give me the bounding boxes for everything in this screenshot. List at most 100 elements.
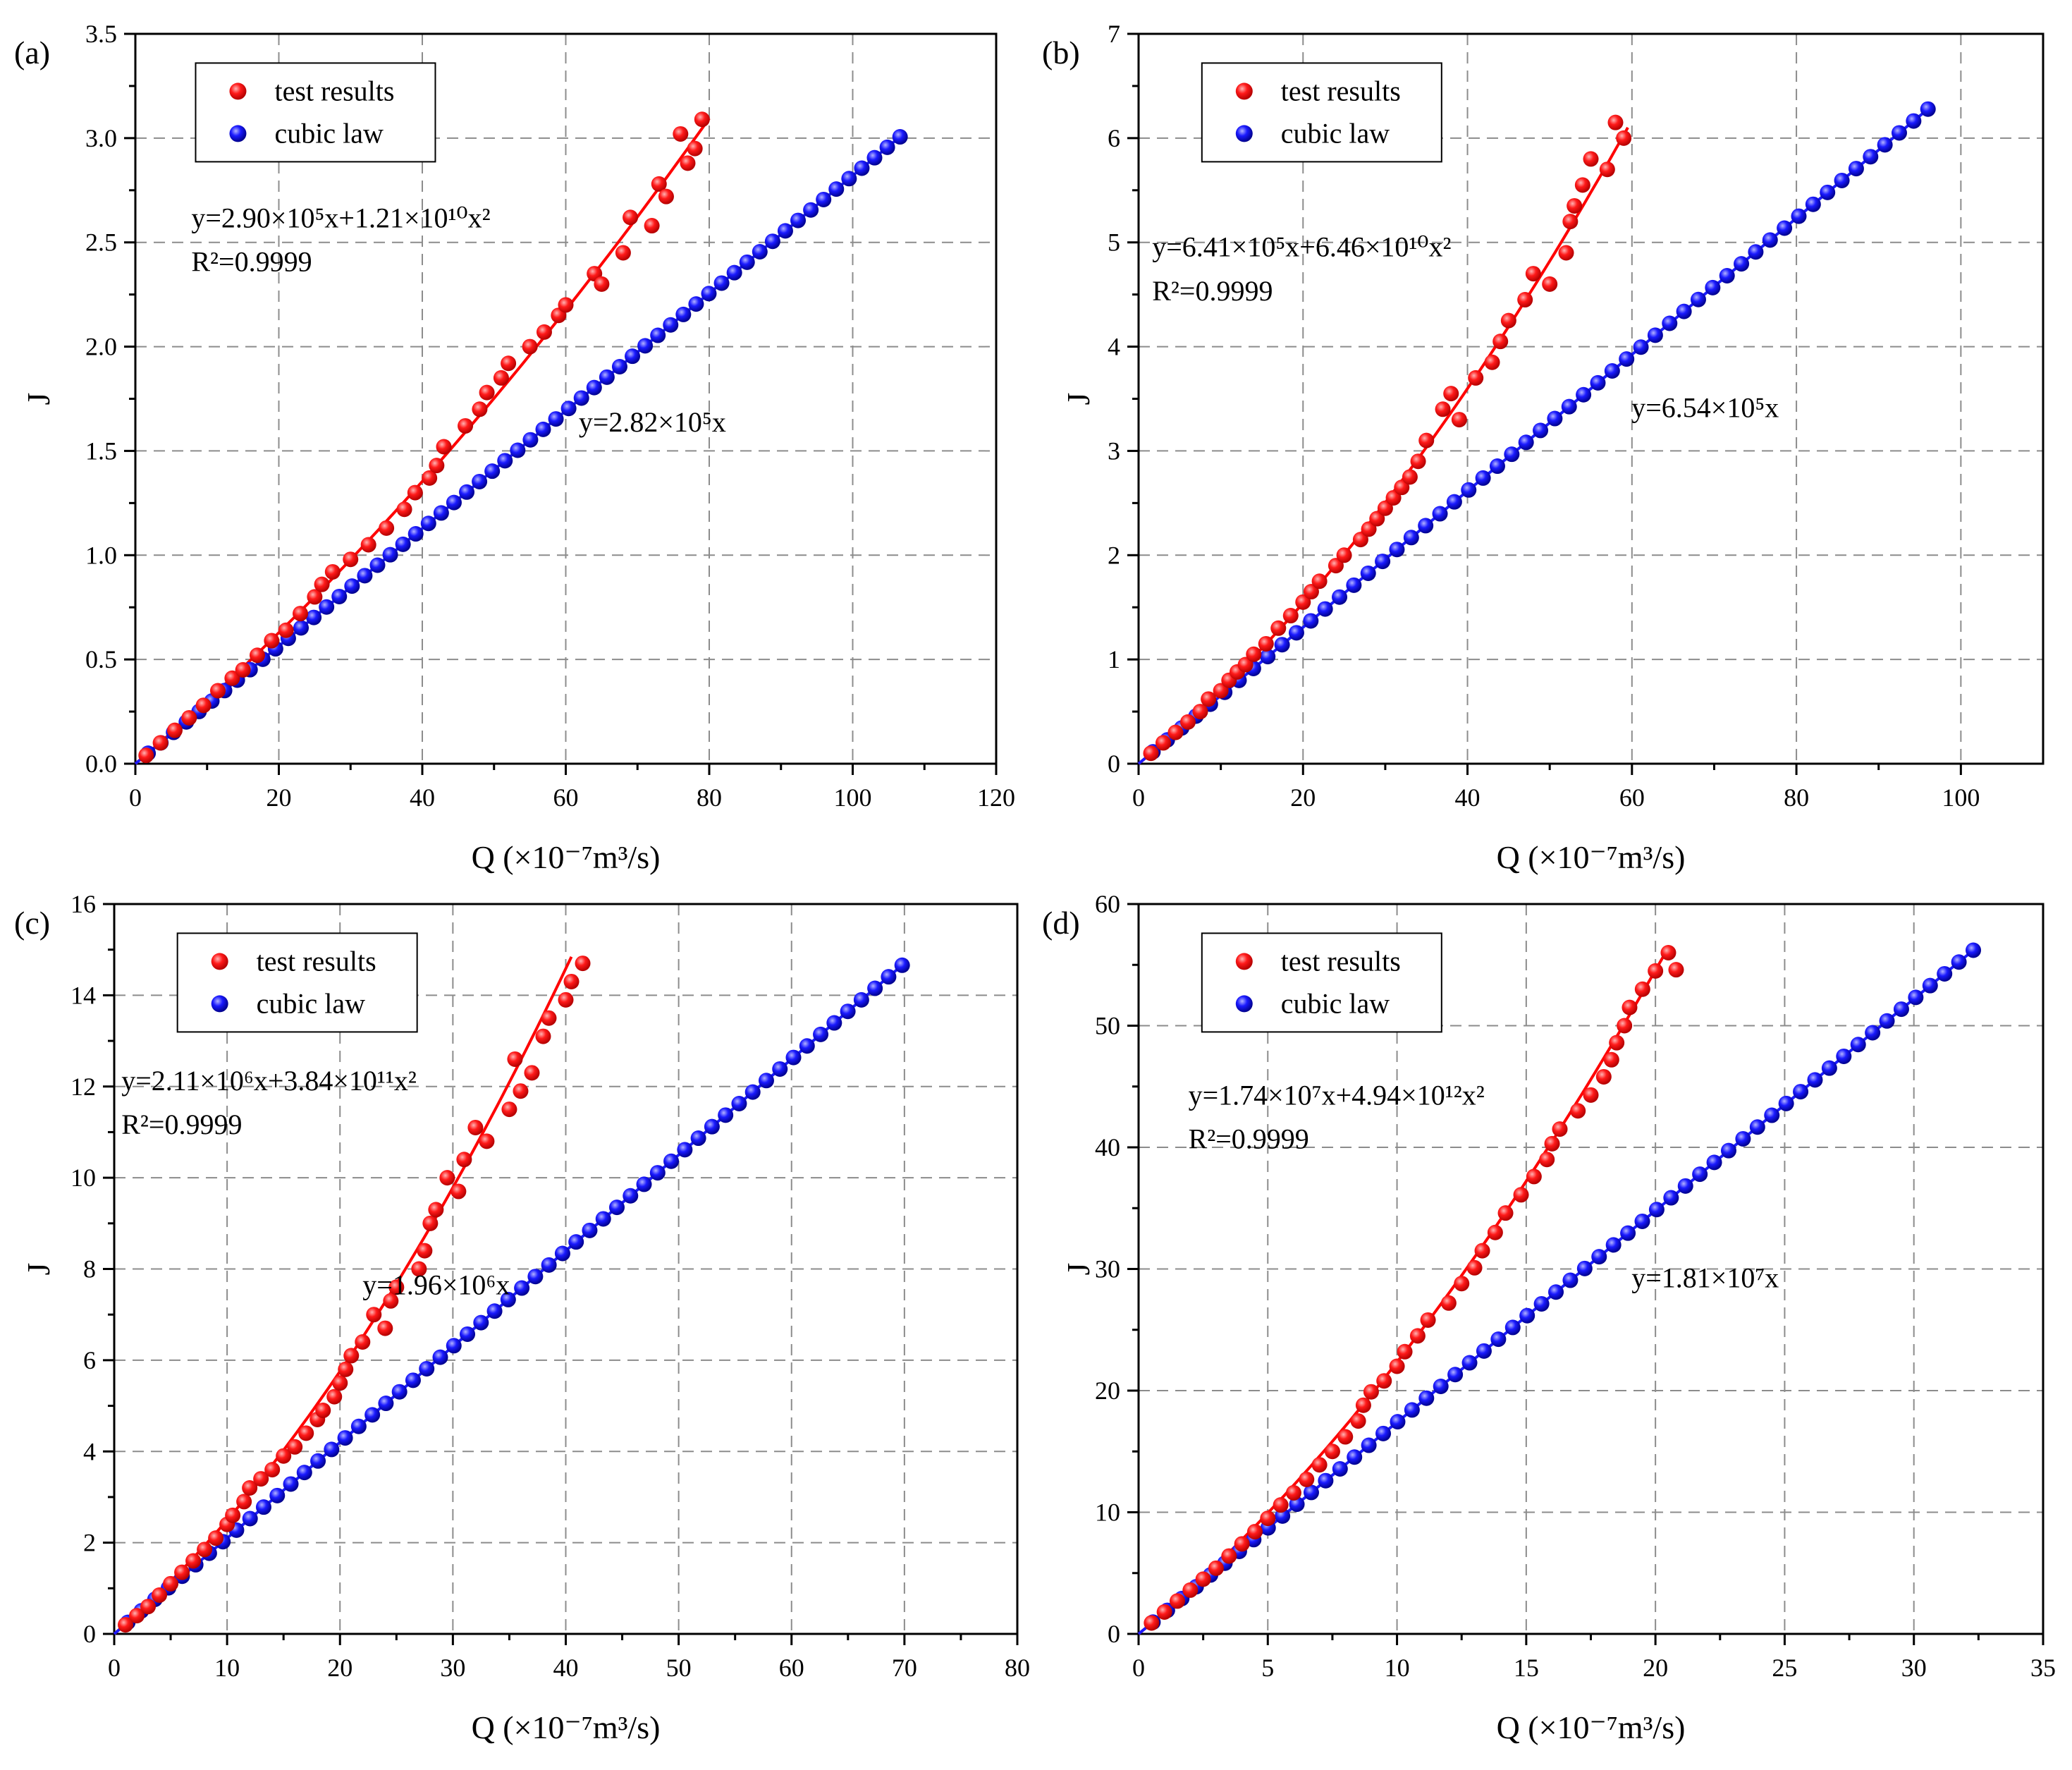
x-tick-label: 100 — [834, 783, 872, 812]
cubic-law-point — [1749, 1119, 1765, 1135]
y-axis-label: J — [1060, 393, 1096, 405]
test-result-point — [651, 176, 667, 192]
x-tick-label: 60 — [553, 783, 579, 812]
test-result-point — [594, 276, 610, 292]
test-result-point — [355, 1334, 371, 1350]
cubic-law-point — [1893, 1001, 1909, 1018]
cubic-law-point — [514, 1280, 530, 1296]
test-result-point — [1299, 1471, 1315, 1487]
test-result-point — [1544, 1135, 1560, 1152]
cubic-law-point — [382, 547, 398, 563]
test-result-point — [1285, 1484, 1301, 1501]
test-result-point — [1440, 1295, 1457, 1311]
test-result-point — [249, 647, 265, 664]
cubic-law-point — [1690, 291, 1706, 307]
y-tick-label: 8 — [83, 1255, 96, 1283]
cubic-law-point — [1777, 220, 1793, 236]
test-result-point — [166, 722, 183, 738]
legend-label-cubic: cubic law — [274, 117, 383, 149]
cubic-law-point — [1432, 506, 1448, 522]
cubic-law-point — [324, 1441, 340, 1458]
test-result-point — [1295, 594, 1311, 610]
cubic-law-point — [636, 1176, 652, 1192]
cubic-law-point — [1489, 458, 1505, 475]
cubic-law-point — [744, 1084, 761, 1100]
test-result-point — [694, 111, 710, 128]
test-result-point — [360, 537, 376, 553]
cubic-law-point — [497, 453, 513, 469]
linear-fit-equation: y=1.81×10⁷x — [1631, 1262, 1779, 1293]
test-result-point — [1583, 1087, 1599, 1103]
test-result-point — [1603, 1051, 1619, 1068]
legend-label-test: test results — [274, 75, 394, 106]
x-axis-label: Q (×10⁻⁷m³/s) — [1497, 1709, 1686, 1745]
legend-marker-test — [1235, 953, 1253, 970]
x-tick-label: 30 — [440, 1654, 465, 1682]
test-result-point — [1182, 1582, 1199, 1598]
x-tick-label: 0 — [1132, 783, 1145, 812]
cubic-law-point — [405, 1372, 421, 1388]
quadratic-fit-equation: y=2.11×10⁶x+3.84×10¹¹x² — [121, 1065, 417, 1097]
cubic-law-point — [568, 1234, 584, 1250]
panel-label: (a) — [14, 35, 50, 71]
cubic-law-point — [1663, 1190, 1679, 1206]
cubic-law-point — [840, 1003, 856, 1020]
cubic-law-point — [1906, 113, 1922, 129]
cubic-law-point — [1676, 303, 1692, 319]
y-tick-label: 12 — [71, 1073, 96, 1101]
test-result-point — [541, 1010, 557, 1026]
cubic-law-point — [1719, 267, 1735, 283]
test-result-point — [236, 1494, 252, 1510]
x-tick-label: 20 — [266, 783, 292, 812]
x-axis-label: Q (×10⁻⁷m³/s) — [472, 839, 661, 875]
cubic-law-point — [319, 599, 335, 615]
y-tick-label: 10 — [1095, 1499, 1120, 1527]
cubic-law-point — [1821, 1060, 1837, 1076]
cubic-law-point — [879, 139, 895, 155]
test-result-point — [264, 633, 280, 649]
test-result-point — [152, 735, 168, 751]
y-tick-label: 2 — [83, 1529, 96, 1557]
panel-label: (b) — [1042, 35, 1080, 71]
test-result-point — [377, 1320, 393, 1336]
grid — [1139, 34, 2043, 764]
legend-marker-cubic — [229, 125, 247, 142]
cubic-law-point — [369, 557, 386, 573]
cubic-law-point — [826, 1015, 842, 1031]
cubic-law-point — [608, 1200, 625, 1216]
test-result-point — [1156, 1604, 1172, 1620]
cubic-law-point — [799, 1038, 815, 1054]
legend-marker-cubic — [1235, 995, 1253, 1013]
cubic-law-point — [1591, 1249, 1607, 1265]
cubic-law-point — [663, 1153, 680, 1169]
test-result-point — [324, 563, 341, 580]
cubic-law-point — [650, 327, 666, 343]
legend: test results cubic law — [1201, 62, 1442, 163]
cubic-law-point — [1504, 1319, 1521, 1336]
cubic-law-point — [486, 1303, 503, 1319]
test-result-point — [472, 401, 488, 417]
test-result-point — [1570, 1103, 1586, 1119]
test-result-point — [1607, 114, 1624, 130]
cubic-law-point — [739, 254, 755, 270]
test-result-point — [456, 1152, 472, 1168]
panel-label: (c) — [14, 905, 50, 941]
cubic-law-point — [758, 1073, 774, 1089]
cubic-law-point — [1332, 589, 1348, 605]
cubic-law-point — [1791, 208, 1807, 224]
cubic-law-point — [541, 1257, 557, 1273]
test-result-point — [1169, 1593, 1185, 1609]
cubic-law-point — [704, 1118, 720, 1135]
test-result-point — [1451, 412, 1467, 428]
test-result-point — [436, 439, 452, 455]
cubic-law-point — [701, 286, 717, 302]
cubic-law-point — [1734, 256, 1750, 272]
test-result-point — [1369, 511, 1385, 527]
cubic-law-point — [752, 244, 768, 260]
x-tick-label: 40 — [553, 1654, 579, 1682]
r-squared-label: R²=0.9999 — [121, 1109, 242, 1140]
y-tick-label: 1.5 — [85, 437, 117, 465]
test-result-point — [338, 1361, 354, 1377]
y-tick-label: 6 — [83, 1346, 96, 1374]
